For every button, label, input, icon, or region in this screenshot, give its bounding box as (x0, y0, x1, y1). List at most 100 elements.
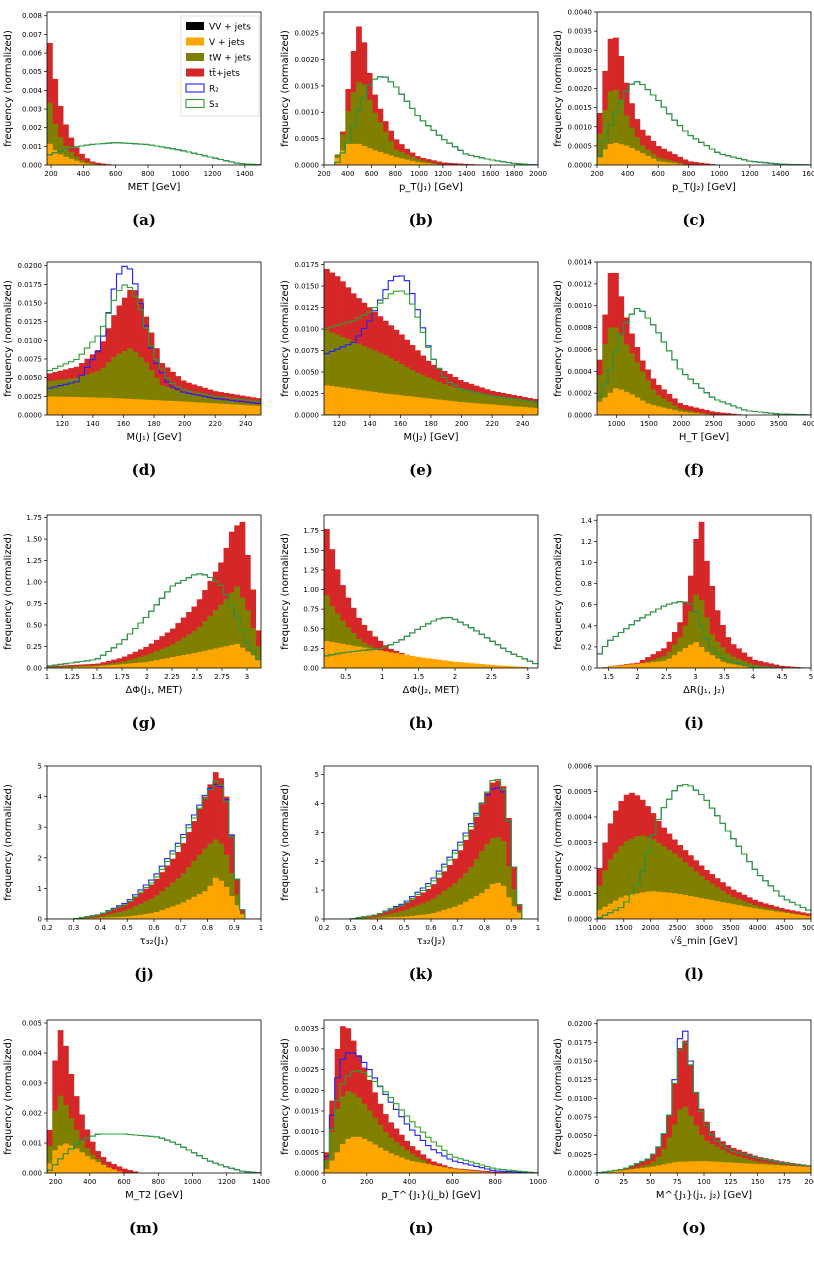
bar-tt (784, 666, 790, 668)
x-tick-label: 1 (45, 673, 49, 681)
bar-V (350, 143, 357, 165)
bar-tW (47, 102, 53, 165)
bar-tW (597, 375, 603, 415)
x-tick-label: 600 (651, 170, 664, 178)
bar-tW (356, 1097, 362, 1173)
panel-f: 1000 1500 2000 2500 3000 3500 4000 0.0000 0.0002… (553, 259, 814, 480)
y-tick-label: 0.0005 (295, 1149, 320, 1157)
bar-tW (372, 112, 378, 165)
y-tick-label: 0.6 (581, 601, 593, 609)
x-tick-label: 2.25 (164, 673, 180, 681)
bar-V (714, 1161, 721, 1173)
bar-tW (441, 890, 448, 919)
bar-V (334, 386, 341, 415)
bar-tW (143, 901, 150, 919)
bar-tt (778, 665, 785, 668)
bar-tW (57, 666, 64, 668)
bar-V (334, 1152, 341, 1173)
plot-area (597, 1030, 811, 1173)
bar-tW (100, 915, 107, 919)
bar-V (223, 646, 230, 668)
bar-V (202, 650, 208, 668)
bar-tW (191, 860, 198, 919)
bar-tW (143, 655, 150, 668)
bar-V (52, 150, 59, 165)
bar-tW (709, 634, 716, 668)
panel-n: 0 200 400 600 800 1000 0.0000 0.0005 0.0010 0.001… (280, 1019, 547, 1237)
bar-V (671, 655, 678, 668)
bar-V (431, 163, 437, 165)
bar-tt (693, 162, 700, 165)
y-tick-label: 0.0000 (568, 916, 593, 924)
bar-tW (473, 858, 480, 919)
series-line-S3 (47, 284, 261, 402)
bar-V (218, 403, 224, 415)
bar-tt (714, 610, 721, 668)
bar-tW (73, 377, 80, 415)
bar-V (372, 649, 378, 668)
bar-tt (68, 137, 75, 165)
bar-V (725, 663, 732, 668)
bar-tW (361, 1103, 368, 1173)
bar-V (757, 1164, 764, 1173)
x-tick-label: 0.7 (452, 924, 463, 932)
panel-a: 200 400 600 800 1000 1200 1400 0.000 0.001 0.002 0… (3, 11, 262, 229)
y-tick-label: 5 (38, 763, 42, 771)
bar-V (436, 911, 443, 919)
bar-tt (687, 161, 694, 165)
bar-V (484, 664, 491, 668)
bar-tW (63, 1104, 69, 1173)
plot-area (47, 42, 261, 165)
bar-tt (73, 147, 80, 165)
y-tick-label: 0.25 (26, 643, 42, 651)
bar-V (228, 404, 235, 415)
bar-V (752, 1163, 758, 1173)
bar-tW (95, 371, 101, 415)
x-tick-label: 1200 (204, 170, 222, 178)
x-tick-label: 150 (751, 1178, 764, 1186)
x-axis-label: √ŝ_min [GeV] (670, 935, 737, 947)
y-tick-label: 0.0125 (18, 318, 43, 326)
bar-tW (484, 843, 491, 919)
bar-V (398, 916, 405, 919)
y-tick-label: 0.0010 (295, 1128, 320, 1136)
x-tick-label: 400 (403, 1178, 416, 1186)
bar-tW (170, 882, 176, 919)
y-tick-label: 3 (315, 829, 319, 837)
legend-label-S3: S₃ (209, 100, 219, 110)
y-tick-label: 0.0125 (568, 1076, 593, 1084)
bar-tt (111, 1164, 117, 1173)
bar-tt (757, 661, 764, 668)
bar-V (73, 160, 80, 165)
bar-V (154, 660, 160, 668)
bar-tW (366, 348, 373, 415)
y-tick-label: 1.50 (303, 547, 319, 555)
bar-V (382, 651, 389, 668)
bar-V (57, 396, 64, 415)
x-tick-label: 1400 (252, 1178, 270, 1186)
bar-V (111, 1169, 117, 1173)
legend-swatch-tW (186, 53, 204, 61)
x-tick-label: 400 (83, 1178, 96, 1186)
y-tick-label: 0.0014 (568, 259, 593, 267)
bar-V (650, 1166, 657, 1173)
bar-V (655, 406, 662, 415)
bar-tW (398, 910, 405, 919)
x-tick-label: 0.6 (148, 924, 160, 932)
bar-V (356, 143, 362, 165)
x-tick-label: 1 (536, 924, 540, 932)
bar-tW (250, 628, 257, 668)
legend-swatch-S3 (185, 98, 205, 109)
y-tick-label: 0.0000 (295, 1170, 320, 1178)
bar-tW (420, 903, 427, 919)
bar-V (398, 1157, 405, 1173)
panel-caption: (i) (684, 714, 704, 732)
bar-V (425, 658, 432, 668)
bar-tW (693, 871, 700, 919)
bar-tW (47, 1146, 53, 1173)
panel-j: 0.2 0.3 0.4 0.5 0.6 0.7 0.8 0.9 1 0 1 2 3 4 5 τ₃₂(J₁) fr… (3, 763, 263, 984)
bar-V (68, 396, 75, 415)
bar-V (666, 408, 673, 415)
bar-V (666, 892, 673, 919)
